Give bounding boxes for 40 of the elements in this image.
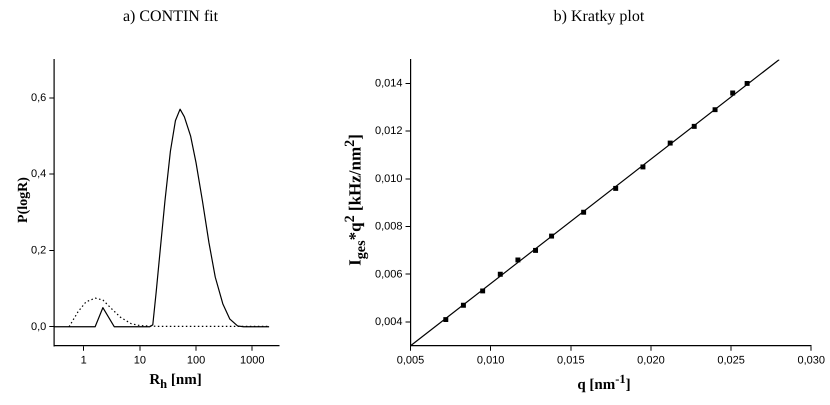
x-tick-label: 0,030 [797, 354, 825, 366]
x-axis-title: R$_{h}$ [nm] [148, 372, 203, 392]
y-axis-title: P(logR) [16, 177, 32, 223]
y-tick-label: 0,4 [30, 168, 46, 180]
point [613, 186, 618, 191]
y-tick-label: 0,012 [374, 125, 403, 138]
point [640, 164, 646, 170]
y-tick-label: 0,6 [30, 92, 46, 104]
y-tick-label: 0,004 [374, 316, 403, 328]
x-tick-label: 0,020 [637, 354, 665, 366]
x-tick-label: 100 [186, 354, 206, 366]
x-tick-label: 1 [80, 354, 87, 366]
y-tick-label: 0,014 [374, 77, 403, 90]
point [668, 140, 673, 146]
x-tick-label: 0,010 [476, 354, 504, 366]
point [712, 107, 718, 112]
point [533, 248, 538, 253]
y-tick-label: 0,006 [374, 268, 403, 280]
x-tick-label: 0,025 [717, 354, 745, 366]
point [730, 90, 736, 96]
x-tick-label: 10 [134, 354, 146, 366]
y-tick-label: 0,2 [30, 244, 46, 256]
point [515, 257, 520, 262]
point [549, 234, 554, 239]
point [692, 124, 697, 129]
point [443, 317, 448, 322]
point [460, 302, 466, 308]
point [744, 80, 750, 86]
x-tick-label: 0,005 [396, 354, 424, 366]
x-axis-title: q [nm$^{-1}$] [576, 372, 632, 394]
chart-title: a) CONTIN fit [122, 8, 220, 26]
y-tick-label: 0,008 [374, 220, 403, 233]
point [480, 288, 486, 294]
y-tick-label: 0,010 [374, 172, 403, 185]
x-tick-label: 0,015 [557, 354, 585, 366]
point [581, 210, 586, 215]
point [498, 272, 503, 277]
x-tick-label: 1000 [240, 354, 264, 366]
chart-title: b) Kratky plot [552, 8, 646, 26]
y-tick-label: 0,0 [30, 320, 46, 333]
